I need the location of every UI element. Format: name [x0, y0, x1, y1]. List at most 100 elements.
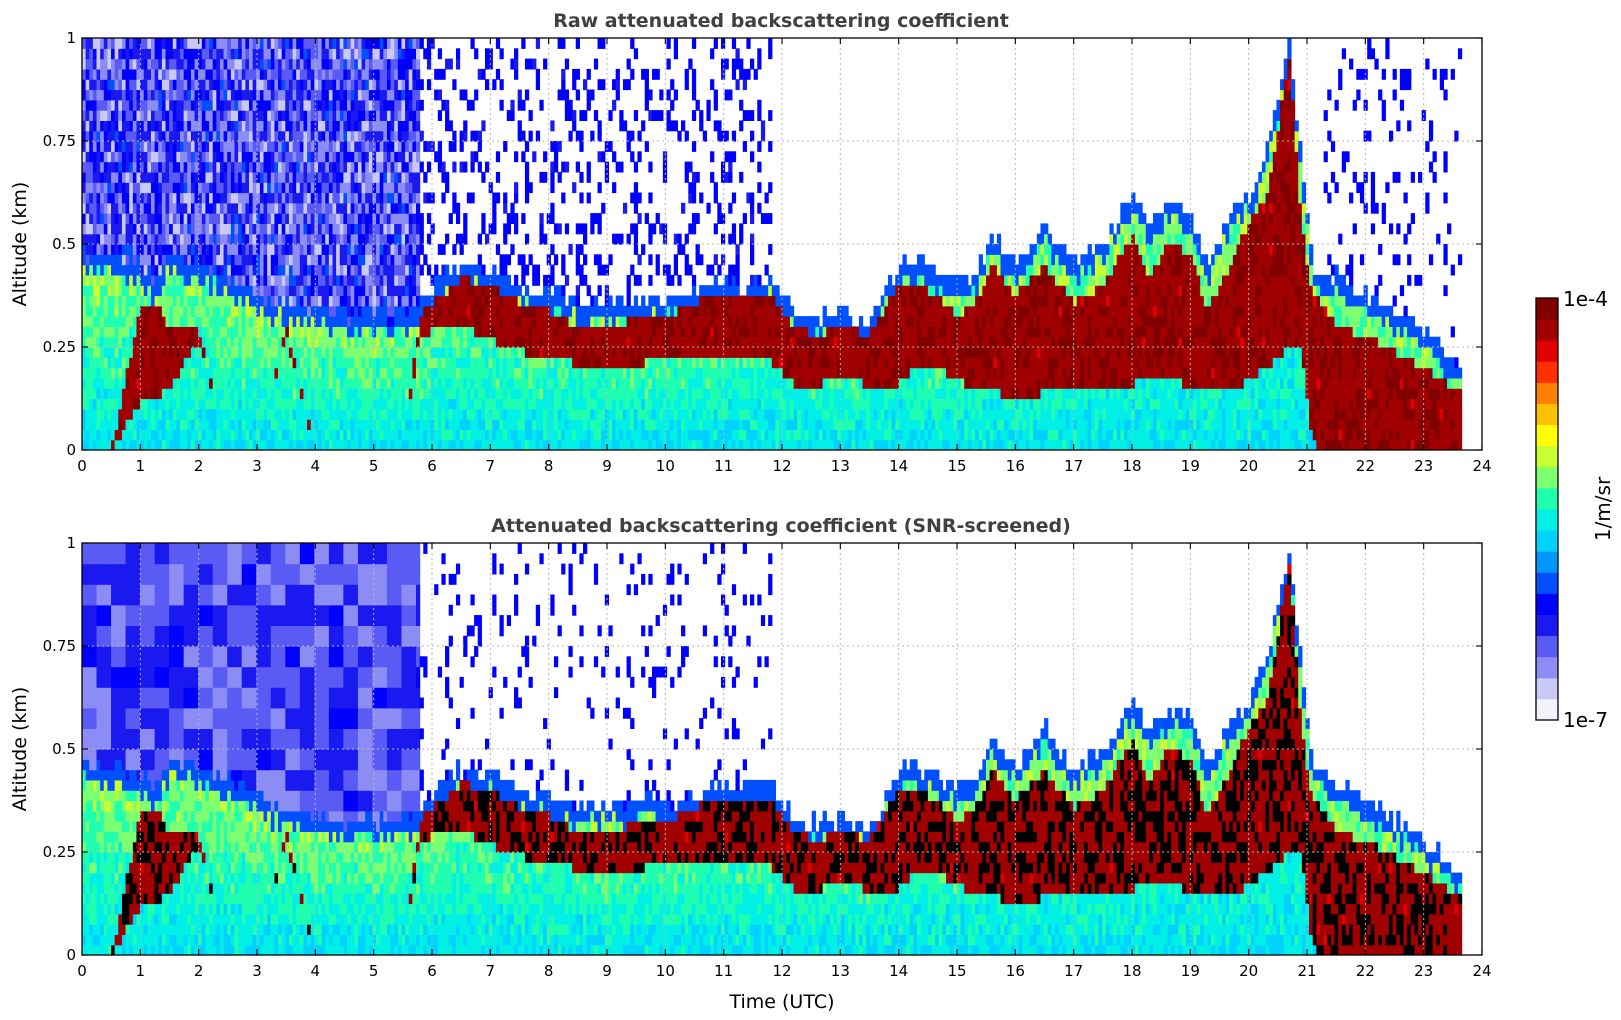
heatmap-cell — [249, 347, 254, 358]
heatmap-cell — [227, 141, 232, 152]
heatmap-cell — [245, 141, 250, 152]
heatmap-cell — [172, 58, 177, 70]
heatmap-cell — [550, 336, 555, 348]
heatmap-cell — [205, 130, 210, 142]
heatmap-cell — [238, 233, 243, 245]
heatmap-cell — [249, 377, 254, 389]
heatmap-cell — [114, 264, 119, 276]
heatmap-cell — [241, 99, 246, 111]
heatmap-cell — [361, 120, 366, 132]
heatmap-cell — [357, 192, 363, 204]
heatmap-cell — [140, 161, 145, 173]
heatmap-cell — [612, 305, 617, 317]
heatmap-cell — [412, 316, 417, 327]
heatmap-cell — [165, 295, 170, 307]
heatmap-cell — [299, 213, 305, 224]
heatmap-cell — [249, 48, 254, 60]
heatmap-cell — [561, 38, 566, 49]
heatmap-cell — [187, 79, 192, 91]
heatmap-cell — [397, 192, 403, 204]
heatmap-cell — [96, 130, 101, 142]
heatmap-cell — [350, 202, 355, 214]
heatmap-cell — [136, 202, 141, 214]
heatmap-cell — [430, 326, 435, 338]
heatmap-cell — [386, 357, 392, 369]
heatmap-cell — [303, 151, 308, 163]
heatmap-cell — [361, 398, 366, 410]
heatmap-cell — [612, 336, 617, 348]
heatmap-cell — [405, 182, 410, 194]
heatmap-cell — [158, 357, 163, 369]
heatmap-cell — [314, 326, 319, 338]
heatmap-cell — [238, 357, 243, 369]
heatmap-cell — [303, 326, 308, 338]
heatmap-cell — [437, 316, 443, 327]
heatmap-cell — [394, 68, 399, 80]
heatmap-cell — [147, 367, 152, 379]
heatmap-cell — [328, 367, 334, 379]
heatmap-cell — [212, 223, 217, 235]
heatmap-cell — [183, 89, 188, 101]
heatmap-cell — [612, 182, 617, 194]
heatmap-cell — [183, 151, 188, 163]
heatmap-cell — [267, 79, 272, 91]
heatmap-cell — [314, 38, 319, 49]
heatmap-cell — [303, 58, 308, 70]
heatmap-cell — [85, 367, 90, 379]
heatmap-cell — [503, 439, 508, 450]
heatmap-cell — [350, 79, 355, 91]
heatmap-cell — [583, 439, 588, 450]
heatmap-cell — [96, 357, 101, 369]
heatmap-cell — [227, 213, 232, 224]
heatmap-cell — [118, 408, 123, 420]
heatmap-cell — [528, 347, 533, 358]
heatmap-cell — [292, 171, 297, 183]
heatmap-cell — [347, 38, 352, 49]
heatmap-cell — [103, 419, 109, 430]
heatmap-cell — [201, 305, 207, 317]
heatmap-cell — [561, 439, 566, 450]
heatmap-cell — [350, 274, 355, 286]
heatmap-cell — [503, 285, 508, 297]
heatmap-cell — [256, 223, 261, 235]
heatmap-cell — [238, 336, 243, 348]
heatmap-cell — [328, 377, 334, 389]
heatmap-cell — [107, 347, 112, 358]
heatmap-cell — [379, 439, 384, 450]
heatmap-cell — [205, 367, 210, 379]
heatmap-cell — [608, 347, 613, 358]
heatmap-cell — [278, 202, 283, 214]
heatmap-cell — [150, 429, 156, 441]
heatmap-cell — [187, 161, 192, 173]
heatmap-cell — [245, 316, 250, 327]
heatmap-cell — [227, 161, 232, 173]
heatmap-cell — [368, 192, 374, 204]
heatmap-cell — [267, 48, 272, 60]
heatmap-cell — [270, 357, 276, 369]
heatmap-cell — [405, 120, 410, 132]
heatmap-cell — [601, 202, 606, 214]
heatmap-cell — [303, 79, 308, 91]
heatmap-cell — [354, 79, 359, 91]
heatmap-cell — [481, 213, 486, 224]
heatmap-cell — [361, 316, 366, 327]
heatmap-cell — [296, 110, 301, 121]
heatmap-cell — [347, 429, 352, 441]
heatmap-cell — [532, 367, 537, 379]
heatmap-cell — [336, 182, 341, 194]
heatmap-cell — [219, 357, 225, 369]
heatmap-cell — [111, 254, 116, 266]
heatmap-cell — [103, 151, 109, 163]
heatmap-cell — [267, 244, 272, 255]
heatmap-cell — [543, 398, 548, 410]
heatmap-cell — [604, 264, 610, 276]
heatmap-cell — [463, 347, 468, 358]
heatmap-cell — [96, 388, 101, 400]
heatmap-cell — [227, 377, 232, 389]
heatmap-cell — [416, 202, 421, 214]
heatmap-cell — [615, 347, 620, 358]
heatmap-cell — [263, 99, 268, 111]
heatmap-cell — [452, 295, 457, 307]
heatmap-cell — [169, 347, 174, 358]
heatmap-cell — [394, 274, 399, 286]
